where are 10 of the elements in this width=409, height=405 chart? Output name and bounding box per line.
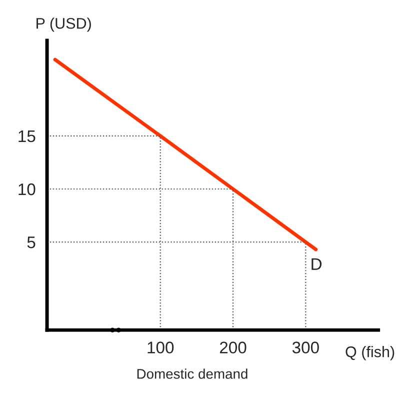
- y-tick-label: 5: [27, 236, 36, 248]
- y-tick-label: 10: [18, 183, 36, 196]
- y-axis-title: P (USD): [36, 18, 91, 32]
- x-axis-title: Q (fish): [346, 346, 394, 360]
- x-tick-label: 100: [148, 342, 174, 354]
- x-tick-label: 200: [220, 342, 246, 354]
- text: Domestic demand: [137, 368, 248, 379]
- x-tick-label: 300: [292, 342, 319, 354]
- annotation: D: [312, 258, 322, 270]
- y-tick-label: 15: [18, 130, 36, 142]
